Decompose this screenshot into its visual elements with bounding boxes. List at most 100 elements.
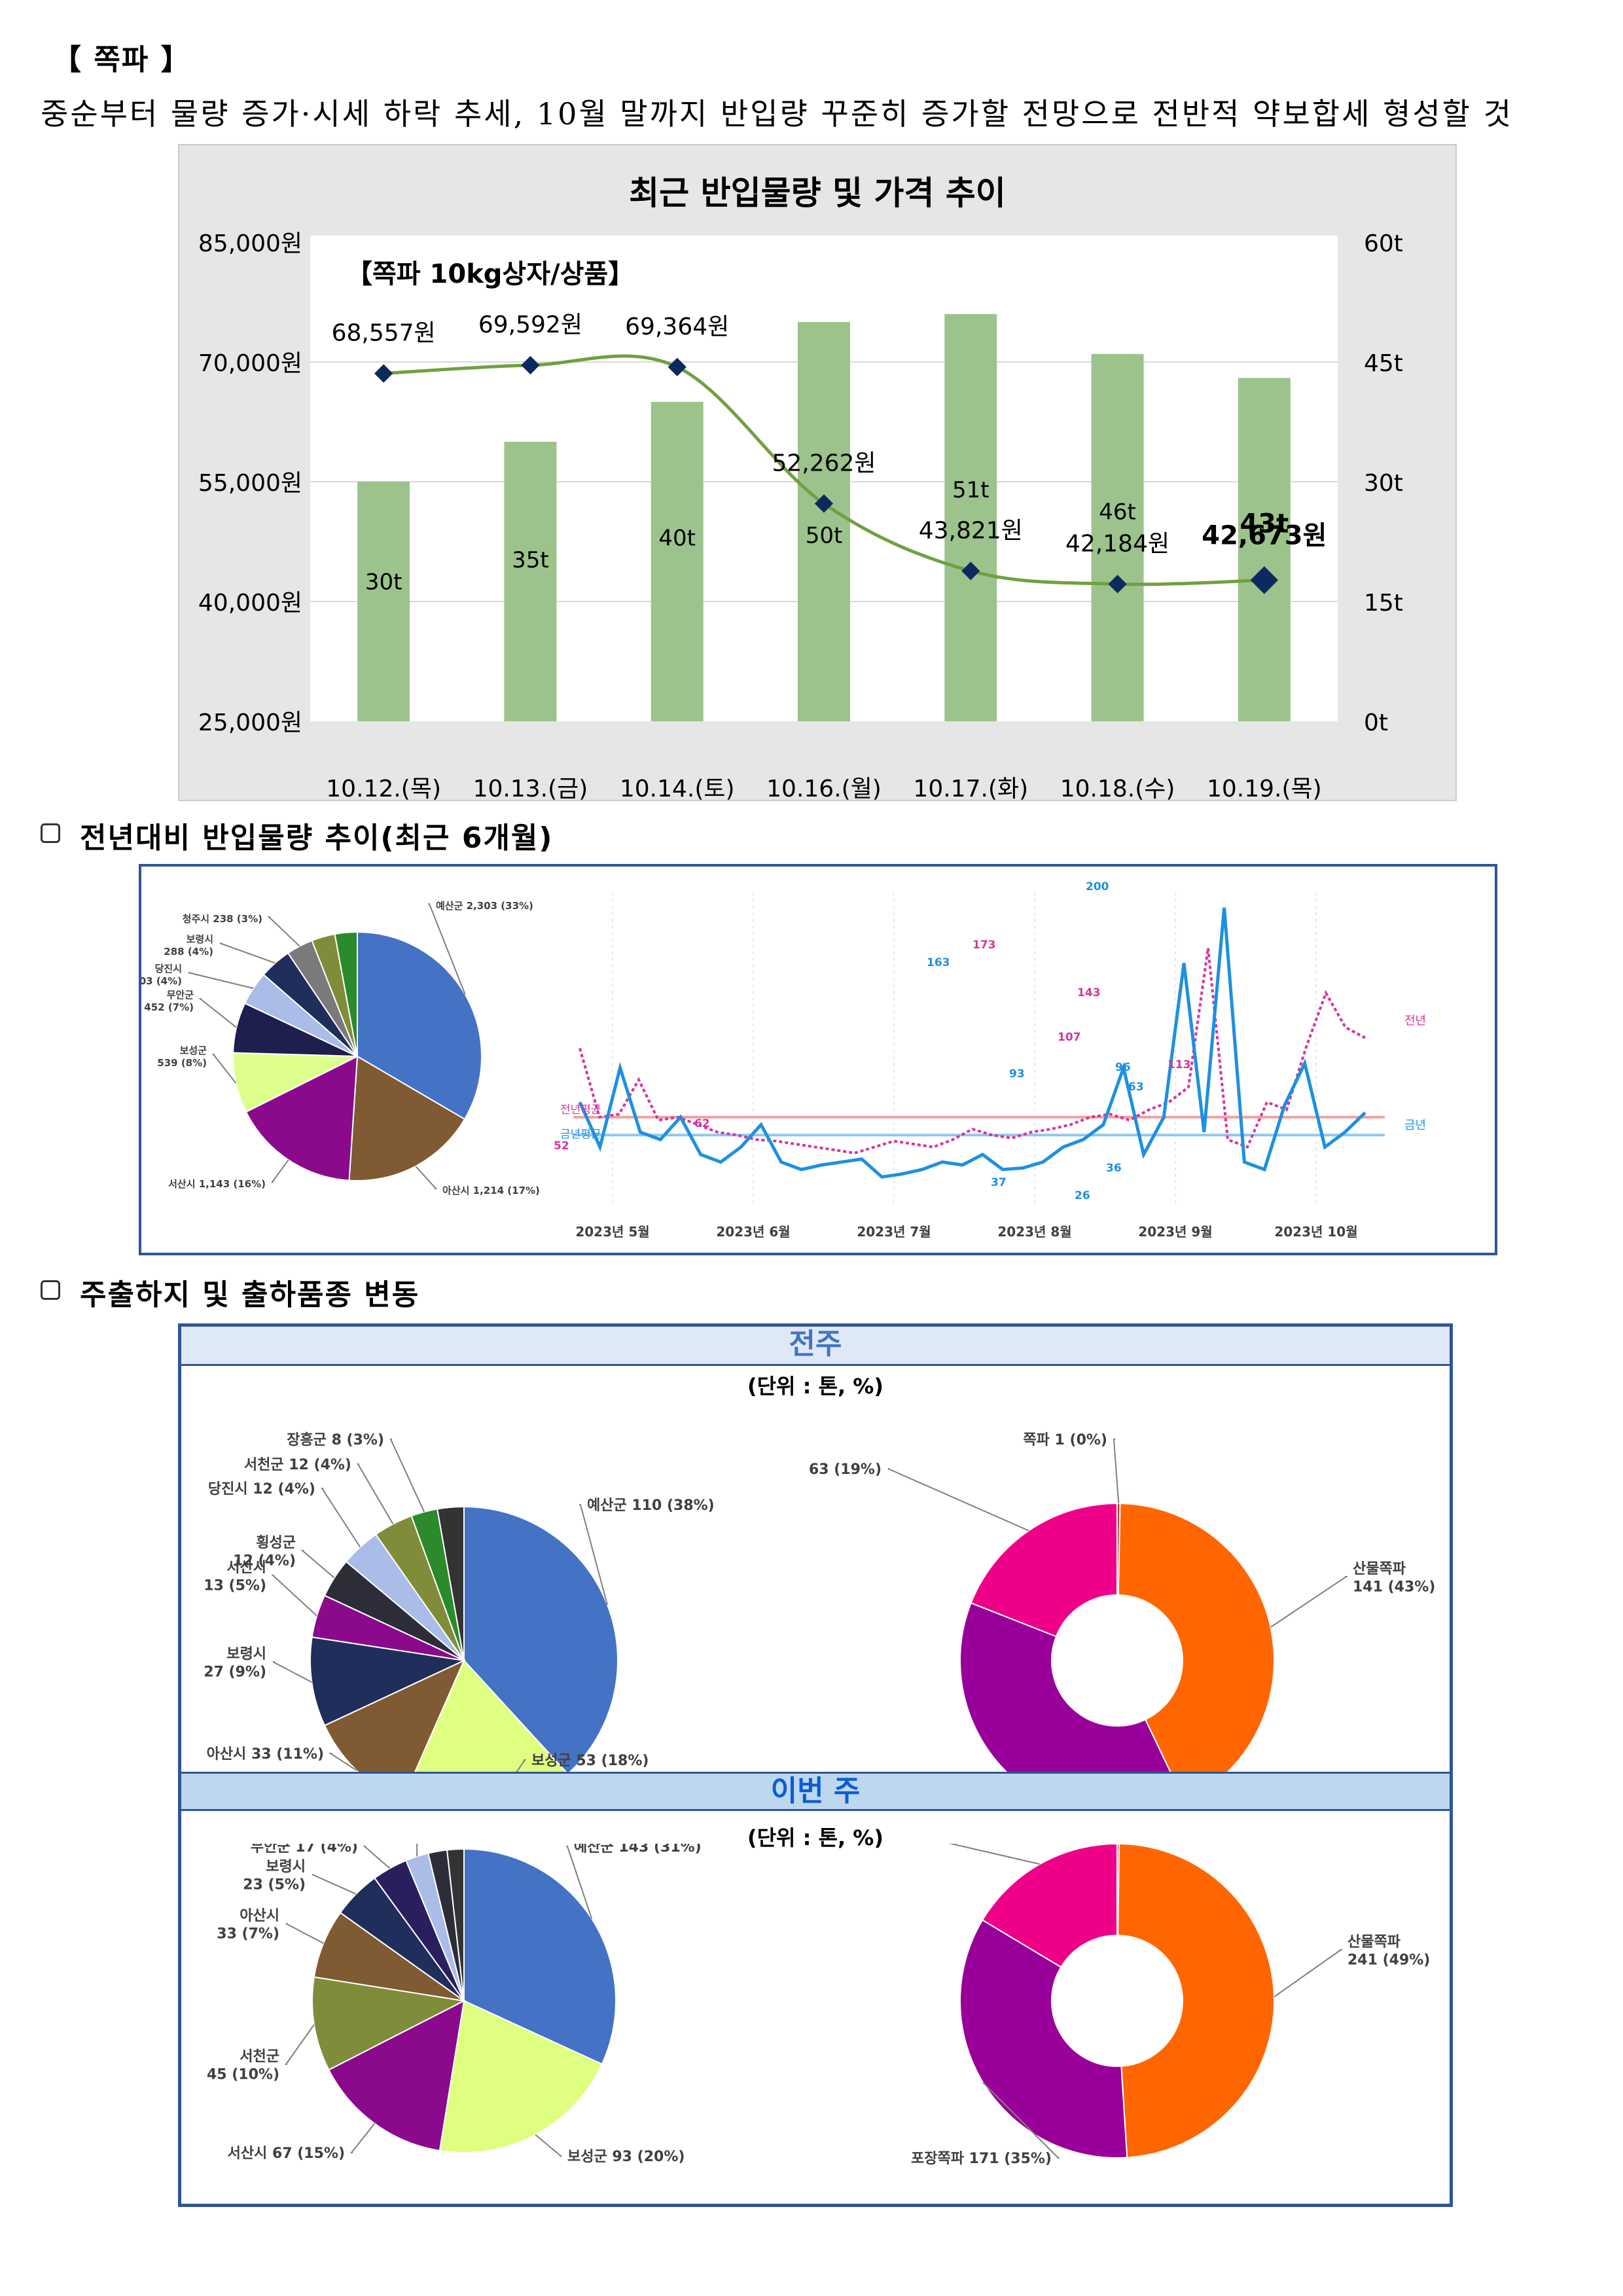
leader-line — [428, 903, 466, 995]
price-label: 42,673원 — [1202, 520, 1327, 550]
bar — [798, 322, 850, 721]
y-left-tick: 40,000원 — [198, 590, 302, 617]
price-marker — [1108, 575, 1127, 594]
leader-line — [502, 1759, 526, 1791]
leader-line — [321, 1488, 361, 1548]
section-checkbox[interactable] — [41, 823, 60, 843]
x-tick: 10.19.(목) — [1207, 776, 1322, 800]
pie-label: 횡성군 12 (4%) — [233, 1535, 296, 1570]
x-tick: 2023년 5월 — [575, 1224, 649, 1240]
x-tick: 2023년 10월 — [1274, 1224, 1357, 1240]
leader-line — [285, 1923, 324, 1945]
leader-line — [566, 1846, 593, 1920]
leader-line — [887, 1468, 1029, 1532]
price-label: 68,557원 — [332, 320, 436, 347]
pie-slice — [959, 1602, 1181, 1791]
price-label: 69,592원 — [478, 312, 582, 338]
pie-label: 당진시303 (4%) — [141, 963, 182, 987]
x-tick: 10.18.(수) — [1060, 776, 1175, 800]
this-week-band: 이번 주 — [181, 1772, 1450, 1811]
bar-label: 30t — [365, 569, 402, 596]
section-title-shippers: 주출하지 및 출하품종 변동 — [80, 1278, 420, 1312]
leader-line — [188, 972, 254, 989]
pie-slice — [438, 2000, 603, 2153]
yoy-volume-line-chart: 2023년 5월 2023년 6월 2023년 7월 2023년 8월 2023년 9월… — [554, 880, 1426, 1240]
prev-week-origin-pie: 예산군 110 (38%) 보성군 53 (18%) 아산시 33 (11%) 보령시… — [204, 1432, 715, 1791]
section-title-yoy: 전년대비 반입물량 추이(최근 6개월) — [80, 821, 554, 855]
pie-slice — [323, 1659, 465, 1791]
x-tick: 2023년 8월 — [997, 1224, 1071, 1240]
chart-title: 최근 반입물량 및 가격 추이 — [629, 174, 1006, 212]
series-label: 전년 — [1404, 1014, 1426, 1028]
leader-line — [948, 1844, 1040, 1865]
bar-label: 43t — [1240, 509, 1289, 539]
pie-slice — [970, 1502, 1118, 1638]
pie-label: 보성군 93 (20%) — [567, 2149, 685, 2165]
leader-line — [300, 1550, 335, 1579]
leader-line — [535, 2134, 563, 2157]
average-label: 금년평균 — [560, 1128, 601, 1141]
pie-label: 산물쪽파 241 (49%) — [1347, 1934, 1430, 1969]
pie-label: 서산시 1,143 (16%) — [168, 1178, 266, 1190]
leader-line — [982, 2082, 1060, 2159]
leader-line — [271, 1159, 289, 1183]
leader-line — [285, 2024, 315, 2065]
bar-label: 35t — [512, 547, 549, 573]
bar-label: 46t — [1099, 499, 1136, 525]
pie-label: 포장쪽파 171 (35%) — [911, 2151, 1052, 2167]
data-label: 63 — [1128, 1081, 1144, 1094]
price-volume-chart-box: 최근 반입물량 및 가격 추이 【쪽파 10kg상자/상품】 85,000원 70,0… — [178, 144, 1457, 802]
pie-label: 아산시 33 (11%) — [207, 1746, 324, 1763]
leader-line — [416, 1844, 418, 1857]
chart-subtitle: 【쪽파 10kg상자/상품】 — [346, 259, 634, 289]
leader-line — [271, 1575, 317, 1617]
x-tick: 10.12.(목) — [326, 776, 441, 800]
leader-line — [363, 1846, 391, 1869]
y-right-tick: 60t — [1364, 230, 1403, 257]
bar — [357, 482, 410, 721]
pie-label: 예산군 110 (38%) — [587, 1498, 715, 1514]
pie-label: 무안군 452 (7%) — [144, 989, 194, 1013]
x-tick: 2023년 6월 — [716, 1224, 790, 1240]
page-title: 【 쪽파 】 — [52, 43, 191, 77]
prev-week-band: 전주 — [181, 1327, 1450, 1366]
pie-label: 깐쪽파 63 (19%) — [810, 1462, 882, 1478]
data-label: 200 — [1086, 880, 1109, 893]
leader-line — [349, 2123, 376, 2153]
this-week-unit: (단위 : 톤, %) — [747, 1825, 883, 1850]
x-tick: 10.14.(토) — [620, 776, 735, 800]
pie-label: 보령시 288 (4%) — [164, 933, 213, 958]
data-label: 93 — [1009, 1067, 1025, 1081]
pie-label: 아산시 33 (7%) — [217, 1908, 279, 1943]
pie-slice — [437, 1505, 465, 1661]
data-label: 107 — [1058, 1031, 1081, 1044]
price-marker — [961, 562, 980, 581]
data-label: 62 — [694, 1117, 710, 1130]
prev-week-unit: (단위 : 톤, %) — [747, 1374, 883, 1399]
leader-line — [1270, 1576, 1349, 1628]
bar — [1091, 353, 1144, 721]
price-label: 42,184원 — [1065, 530, 1169, 557]
price-label: 52,262원 — [772, 450, 876, 476]
leader-line — [389, 1439, 425, 1513]
leader-line — [357, 1463, 394, 1525]
data-label: 143 — [1077, 986, 1101, 999]
price-label: 69,364원 — [625, 314, 729, 340]
bar-label: 51t — [952, 477, 990, 503]
x-tick: 2023년 7월 — [857, 1224, 931, 1240]
y-left-tick: 70,000원 — [198, 350, 302, 377]
pie-slice — [1117, 1844, 1275, 2159]
x-tick: 10.16.(월) — [766, 776, 882, 800]
pie-label: 서천군 12 (4%) — [244, 1457, 351, 1473]
pie-slice — [334, 931, 358, 1057]
leader-line — [198, 998, 237, 1028]
shipper-panel: 전주 (단위 : 톤, %) 예산군 110 (38%) 보성군 53 (18%)… — [178, 1323, 1453, 2207]
section-checkbox[interactable] — [41, 1280, 60, 1300]
price-marker — [814, 494, 834, 513]
leader-line — [328, 1753, 357, 1771]
pie-label: 장흥군 8 (3%) — [287, 1432, 384, 1448]
pie-label: 청주시 238 (3%) — [183, 913, 262, 925]
pie-slice — [357, 931, 482, 1121]
